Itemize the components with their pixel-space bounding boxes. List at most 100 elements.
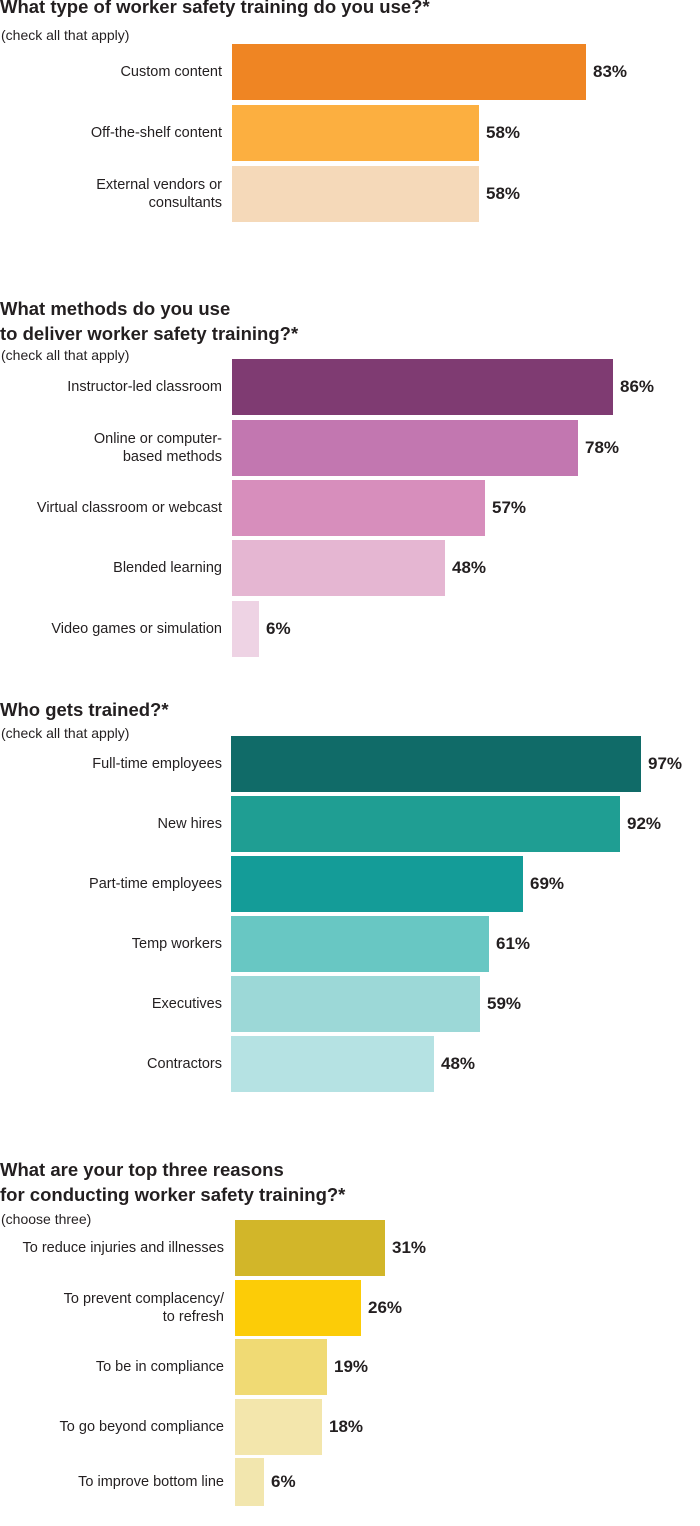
bar-row: New hires 92% — [0, 796, 700, 852]
bar — [231, 796, 620, 852]
bar-row: To reduce injuries and illnesses 31% — [0, 1220, 700, 1276]
category-label-line: based methods — [122, 449, 222, 465]
bar — [232, 166, 479, 222]
category-label: Part-time employees — [89, 856, 222, 912]
bar-row: To be in compliance 19% — [0, 1339, 700, 1395]
bar — [232, 601, 259, 657]
bar — [232, 105, 479, 161]
bar — [235, 1399, 322, 1455]
category-label: Video games or simulation — [51, 601, 222, 657]
bar — [235, 1339, 327, 1395]
value-label: 31% — [392, 1238, 427, 1257]
bar-row: To prevent complacency/to refresh 26% — [0, 1280, 700, 1336]
value-label: 58% — [486, 184, 521, 203]
category-label: Full-time employees — [92, 736, 222, 792]
category-label: External vendors or consultants — [96, 166, 222, 222]
category-label: Online or computer-based methods — [94, 420, 222, 476]
chart-title-line: What type of worker safety training do y… — [0, 0, 430, 17]
value-label: 78% — [585, 438, 620, 457]
chart-title-line: What methods do you use — [0, 298, 231, 319]
category-label-line: Custom content — [120, 64, 222, 80]
category-label: To reduce injuries and illnesses — [23, 1220, 225, 1276]
value-label: 57% — [492, 498, 527, 517]
chart-title: What methods do you use to deliver worker… — [0, 296, 298, 346]
chart-title: What are your top three reasons for condu… — [0, 1157, 345, 1207]
category-label-line: Off-the-shelf content — [90, 125, 222, 141]
value-label: 58% — [486, 123, 521, 142]
category-label-line: To go beyond compliance — [59, 1419, 224, 1435]
bar — [232, 359, 613, 415]
bar — [231, 916, 489, 972]
chart-title: What type of worker safety training do y… — [0, 0, 430, 19]
category-label: To improve bottom line — [78, 1458, 224, 1506]
bar — [235, 1280, 361, 1336]
category-label-line: To improve bottom line — [78, 1474, 224, 1490]
chart-title-line: for conducting worker safety training?* — [0, 1184, 346, 1205]
category-label: Executives — [152, 976, 222, 1032]
bar — [232, 44, 586, 100]
bar — [235, 1220, 385, 1276]
category-label-line: Contractors — [147, 1056, 222, 1072]
chart-subtitle: (check all that apply) — [1, 725, 130, 741]
bar — [232, 540, 445, 596]
bar — [232, 420, 578, 476]
category-label-line: Online or computer- — [93, 431, 222, 447]
category-label: Virtual classroom or webcast — [37, 480, 222, 536]
category-label-line: To be in compliance — [95, 1359, 224, 1375]
value-label: 26% — [368, 1298, 403, 1317]
category-label-line: consultants — [148, 195, 222, 211]
bar-row: Full-time employees 97% — [0, 736, 700, 792]
chart-subtitle: (check all that apply) — [1, 27, 130, 43]
value-label: 6% — [266, 619, 291, 638]
value-label: 59% — [487, 994, 522, 1013]
bar — [231, 856, 523, 912]
category-label: To go beyond compliance — [60, 1399, 224, 1455]
category-label: Temp workers — [132, 916, 222, 972]
bar — [235, 1458, 264, 1506]
bar-row: To improve bottom line 6% — [0, 1458, 700, 1506]
bar — [232, 480, 485, 536]
category-label: Instructor-led classroom — [67, 359, 222, 415]
category-label: To be in compliance — [96, 1339, 224, 1395]
category-label-line: New hires — [157, 816, 222, 832]
category-label-line: To prevent complacency/ — [63, 1291, 224, 1307]
category-label: Custom content — [120, 44, 222, 100]
chart-subtitle: (choose three) — [1, 1211, 92, 1227]
chart-title-line: to deliver worker safety training?* — [0, 323, 299, 344]
chart-title-line: Who gets trained?* — [0, 699, 169, 720]
category-label: New hires — [158, 796, 222, 852]
value-label: 61% — [496, 934, 531, 953]
category-label-line: Temp workers — [131, 936, 222, 952]
value-label: 92% — [627, 814, 662, 833]
category-label-line: Blended learning — [113, 560, 222, 576]
category-label-line: Part-time employees — [89, 876, 222, 892]
value-label: 97% — [648, 754, 683, 773]
value-label: 19% — [334, 1357, 369, 1376]
bar-row: Contractors 48% — [0, 1036, 700, 1092]
category-label: Off-the-shelf content — [91, 105, 222, 161]
bar-row: Part-time employees 69% — [0, 856, 700, 912]
category-label-line: to refresh — [162, 1309, 224, 1325]
bar-row: Custom content 83% — [0, 44, 700, 100]
category-label-line: Instructor-led classroom — [67, 379, 222, 395]
bar — [231, 736, 641, 792]
category-label-line: Full-time employees — [92, 756, 222, 772]
bar-row: Online or computer-based methods 78% — [0, 420, 700, 476]
category-label-line: Virtual classroom or webcast — [36, 500, 222, 516]
category-label-line: External vendors or — [96, 177, 222, 193]
bar — [231, 1036, 434, 1092]
value-label: 69% — [530, 874, 565, 893]
value-label: 48% — [452, 558, 487, 577]
category-label: Contractors — [147, 1036, 222, 1092]
bar-row: Executives 59% — [0, 976, 700, 1032]
bar-row: Temp workers 61% — [0, 916, 700, 972]
category-label-line: To reduce injuries and illnesses — [22, 1240, 225, 1256]
value-label: 6% — [271, 1472, 296, 1491]
category-label-line: Video games or simulation — [51, 621, 222, 637]
chart-title: Who gets trained?* — [0, 697, 169, 722]
value-label: 86% — [620, 377, 655, 396]
category-label: Blended learning — [113, 540, 222, 596]
value-label: 83% — [593, 62, 628, 81]
bar-row: Virtual classroom or webcast 57% — [0, 480, 700, 536]
value-label: 18% — [329, 1417, 364, 1436]
